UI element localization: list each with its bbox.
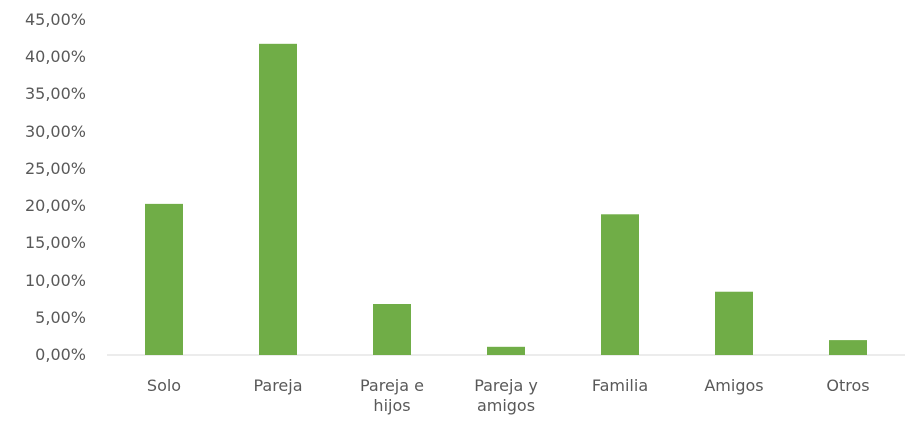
bar (145, 203, 183, 355)
x-tick-label: Pareja e hijos (360, 376, 424, 415)
x-tick-label: Solo (146, 376, 182, 395)
y-tick-label: 0,00% (35, 345, 86, 364)
x-tick-label: Pareja (253, 376, 303, 395)
y-tick-label: 20,00% (24, 196, 86, 216)
x-tick-label: Amigos (704, 376, 764, 395)
x-tick-label: Otros (826, 376, 870, 395)
y-tick-label: 30,00% (24, 121, 86, 141)
y-tick-label: 40,00% (24, 47, 86, 67)
y-tick-label: 25,00% (24, 158, 86, 178)
y-tick-label: 35,00% (24, 84, 86, 104)
bar (715, 291, 753, 355)
x-tick-label: Pareja y amigos (474, 376, 538, 415)
bar (487, 346, 525, 355)
y-tick-label: 5,00% (35, 307, 86, 327)
bar (373, 304, 411, 355)
y-tick-label: 10,00% (24, 270, 86, 290)
bar (601, 214, 639, 355)
bar (829, 340, 867, 355)
y-tick-label: 45,00% (24, 10, 86, 29)
bar (259, 43, 297, 355)
x-tick-label: Familia (591, 376, 649, 395)
y-tick-label: 15,00% (24, 233, 86, 253)
